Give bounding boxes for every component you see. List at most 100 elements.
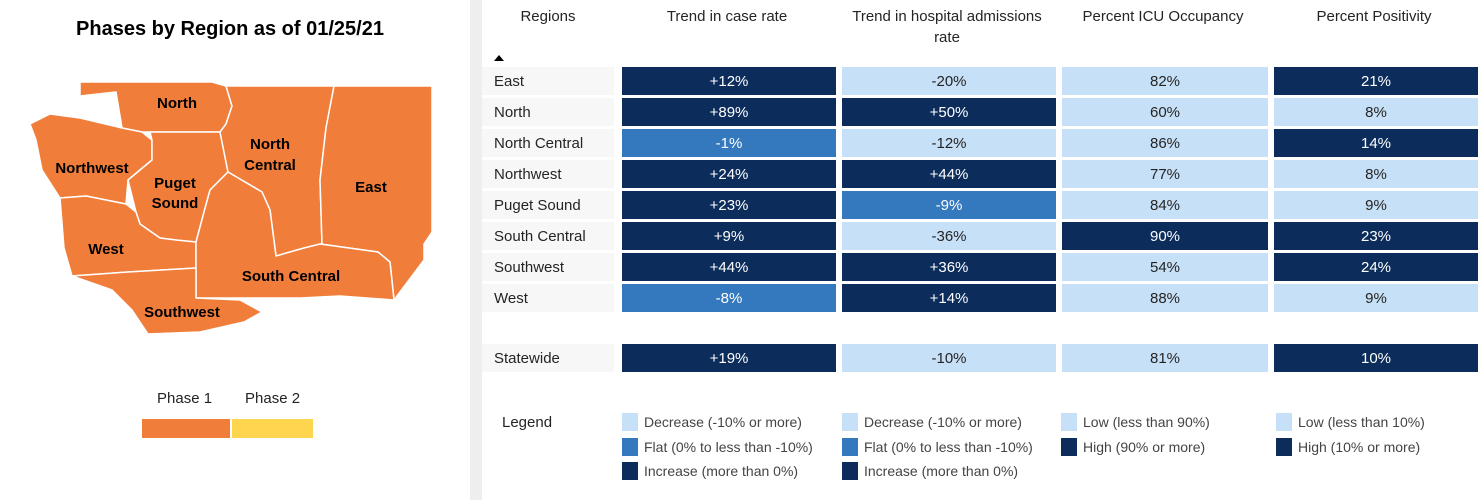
phase-2-label: Phase 2: [245, 390, 301, 407]
region-label-west: West: [88, 241, 124, 258]
header-regions[interactable]: Regions: [482, 0, 614, 64]
legend-swatch: [842, 437, 858, 456]
hospital-admissions-cell-northwest: +44%: [842, 160, 1056, 188]
legend-item-0-0: Decrease (-10% or more): [622, 412, 802, 432]
region-name-south-central: South Central: [482, 222, 614, 250]
icu-occupancy-cell-northwest: 77%: [1062, 160, 1268, 188]
case-rate-cell-north: +89%: [622, 98, 836, 126]
map-title: Phases by Region as of 01/25/21: [76, 18, 384, 40]
region-name-north-central: North Central: [482, 129, 614, 157]
legend-swatch: [1061, 437, 1077, 456]
legend-item-3-0: Low (less than 10%): [1276, 412, 1425, 432]
legend-label: High (90% or more): [1083, 438, 1206, 455]
icu-occupancy-cell-southwest: 54%: [1062, 253, 1268, 281]
case-rate-cell-northwest: +24%: [622, 160, 836, 188]
sort-ascending-icon[interactable]: [494, 55, 504, 61]
legend-label: High (10% or more): [1298, 438, 1421, 455]
hospital-admissions-cell-south-central: -36%: [842, 222, 1056, 250]
case-rate-cell-statewide: +19%: [622, 344, 836, 372]
hospital-admissions-cell-west: +14%: [842, 284, 1056, 312]
header-percent-positivity[interactable]: Percent Positivity: [1270, 0, 1478, 64]
region-name-west: West: [482, 284, 614, 312]
legend-swatch: [1276, 413, 1292, 431]
case-rate-cell-puget-sound: +23%: [622, 191, 836, 219]
region-shape-southwest[interactable]: [71, 267, 263, 335]
icu-occupancy-cell-north-central: 86%: [1062, 129, 1268, 157]
legend-label: Low (less than 10%): [1298, 414, 1425, 430]
percent-positivity-cell-northwest: 8%: [1274, 160, 1478, 188]
region-label-southwest: Southwest: [144, 304, 220, 321]
region-name-statewide: Statewide: [482, 344, 614, 372]
region-name-puget-sound: Puget Sound: [482, 191, 614, 219]
header-icu-occupancy[interactable]: Percent ICU Occupancy: [1058, 0, 1268, 64]
hospital-admissions-cell-east: -20%: [842, 67, 1056, 95]
legend-item-1-1: Flat (0% to less than -10%): [842, 437, 1033, 457]
hospital-admissions-cell-north: +50%: [842, 98, 1056, 126]
legend-item-1-2: Increase (more than 0%): [842, 461, 1018, 481]
hospital-admissions-cell-north-central: -12%: [842, 129, 1056, 157]
legend-item-1-0: Decrease (-10% or more): [842, 412, 1022, 432]
legend-label: Flat (0% to less than -10%): [864, 438, 1033, 455]
legend-swatch: [842, 462, 858, 480]
region-metrics-table: Regions Trend in case rate Trend in hosp…: [482, 0, 1481, 500]
legend-swatch: [622, 437, 638, 456]
percent-positivity-cell-north-central: 14%: [1274, 129, 1478, 157]
legend-item-2-0: Low (less than 90%): [1061, 412, 1210, 432]
icu-occupancy-cell-north: 60%: [1062, 98, 1268, 126]
icu-occupancy-cell-east: 82%: [1062, 67, 1268, 95]
legend-label: Increase (more than 0%): [864, 463, 1019, 479]
region-name-north: North: [482, 98, 614, 126]
legend-item-0-1: Flat (0% to less than -10%): [622, 437, 813, 457]
legend-swatch: [622, 462, 638, 480]
phase-1-label: Phase 1: [157, 390, 213, 407]
icu-occupancy-cell-statewide: 81%: [1062, 344, 1268, 372]
case-rate-cell-north-central: -1%: [622, 129, 836, 157]
hospital-admissions-cell-puget-sound: -9%: [842, 191, 1056, 219]
percent-positivity-cell-puget-sound: 9%: [1274, 191, 1478, 219]
icu-occupancy-cell-west: 88%: [1062, 284, 1268, 312]
legend-label: Low (less than 90%): [1083, 414, 1210, 430]
legend-item-2-1: High (90% or more): [1061, 437, 1205, 457]
case-rate-cell-west: -8%: [622, 284, 836, 312]
legend-label: Decrease (-10% or more): [644, 414, 802, 430]
case-rate-cell-southwest: +44%: [622, 253, 836, 281]
region-label-northwest: Northwest: [55, 160, 128, 177]
region-shape-south-central[interactable]: [195, 171, 395, 301]
header-trend-case-rate[interactable]: Trend in case rate: [618, 0, 836, 64]
percent-positivity-cell-southwest: 24%: [1274, 253, 1478, 281]
region-name-east: East: [482, 67, 614, 95]
percent-positivity-cell-statewide: 10%: [1274, 344, 1478, 372]
header-trend-hospital-admissions[interactable]: Trend in hospital admissions rate: [838, 0, 1056, 64]
region-name-southwest: Southwest: [482, 253, 614, 281]
washington-region-map: North Northwest Puget Sound North Central East…: [29, 81, 433, 335]
legend-label: Flat (0% to less than -10%): [644, 438, 813, 455]
hospital-admissions-cell-southwest: +36%: [842, 253, 1056, 281]
panel-divider: [470, 0, 482, 500]
phase-1-swatch: [142, 419, 230, 438]
legend-label: Increase (more than 0%): [644, 463, 799, 479]
legend-label: Decrease (-10% or more): [864, 414, 1022, 430]
map-panel: Phases by Region as of 01/25/21 North Nor…: [0, 0, 470, 500]
region-label-north-central: North: [250, 136, 290, 153]
icu-occupancy-cell-puget-sound: 84%: [1062, 191, 1268, 219]
case-rate-cell-east: +12%: [622, 67, 836, 95]
legend-item-3-1: High (10% or more): [1276, 437, 1420, 457]
percent-positivity-cell-north: 8%: [1274, 98, 1478, 126]
phase-2-swatch: [232, 419, 313, 438]
percent-positivity-cell-west: 9%: [1274, 284, 1478, 312]
percent-positivity-cell-south-central: 23%: [1274, 222, 1478, 250]
legend-swatch: [842, 413, 858, 431]
case-rate-cell-south-central: +9%: [622, 222, 836, 250]
legend-swatch: [622, 413, 638, 431]
hospital-admissions-cell-statewide: -10%: [842, 344, 1056, 372]
legend-swatch: [1061, 413, 1077, 431]
region-label-north: North: [157, 95, 197, 112]
legend-swatch: [1276, 437, 1292, 456]
icu-occupancy-cell-south-central: 90%: [1062, 222, 1268, 250]
percent-positivity-cell-east: 21%: [1274, 67, 1478, 95]
legend-title: Legend: [502, 414, 553, 431]
region-name-northwest: Northwest: [482, 160, 614, 188]
legend-item-0-2: Increase (more than 0%): [622, 461, 798, 481]
region-label-puget-sound: Sound: [152, 195, 199, 212]
region-label-puget-sound: Puget: [154, 175, 196, 192]
